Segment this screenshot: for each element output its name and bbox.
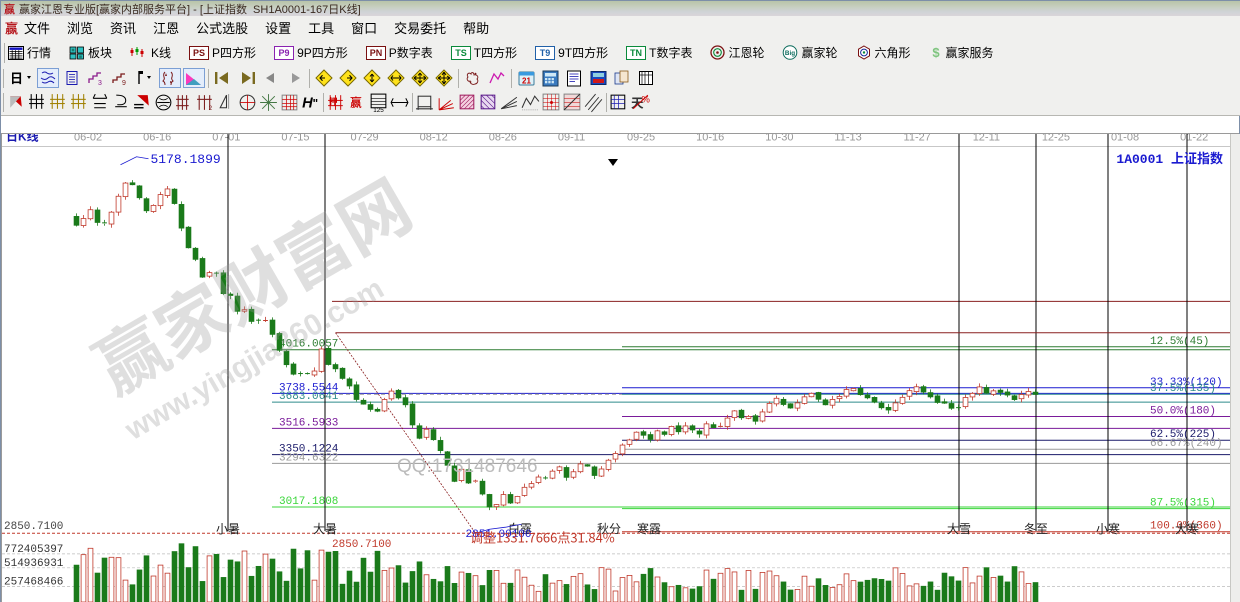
svg-text:11-13: 11-13 (834, 134, 861, 144)
svg-text:3683.0641: 3683.0641 (279, 391, 339, 403)
svg-text:37.5%(135): 37.5%(135) (1150, 383, 1216, 395)
svg-text:21: 21 (522, 76, 531, 85)
svg-text:07-01: 07-01 (212, 134, 240, 144)
svg-text:大寒: 大寒 (1175, 520, 1199, 537)
svg-text:3: 3 (98, 80, 102, 86)
svg-text:大暑: 大暑 (313, 520, 337, 537)
svg-text:大雪: 大雪 (947, 520, 971, 537)
svg-text:2: 2 (209, 105, 213, 112)
svg-text:09-25: 09-25 (627, 134, 655, 144)
svg-text:12-11: 12-11 (973, 134, 1000, 144)
svg-text:66.67%(240): 66.67%(240) (1150, 438, 1223, 450)
svg-text:3017.1808: 3017.1808 (279, 496, 338, 508)
svg-text:2850.7100: 2850.7100 (332, 539, 391, 551)
svg-text:调整1331.7666点31.84%: 调整1331.7666点31.84% (470, 527, 615, 546)
svg-text:P9: P9 (279, 48, 290, 58)
svg-text:2850.7100: 2850.7100 (4, 521, 63, 533)
svg-text:": " (313, 99, 318, 111)
svg-text:押: 押 (329, 97, 337, 107)
svg-text:冬至: 冬至 (1024, 520, 1048, 537)
svg-text:Big: Big (785, 50, 795, 57)
svg-text:PN: PN (369, 48, 382, 58)
svg-text:12-25: 12-25 (1042, 134, 1070, 144)
svg-text:PS: PS (193, 48, 205, 58)
svg-text:514936931: 514936931 (4, 558, 64, 570)
svg-text:50.0%(180): 50.0%(180) (1150, 406, 1216, 418)
svg-text:07-15: 07-15 (281, 134, 309, 144)
svg-text:10-16: 10-16 (696, 134, 724, 144)
svg-text:08-26: 08-26 (489, 134, 517, 144)
svg-text:01-22: 01-22 (1180, 134, 1208, 144)
svg-text:07-29: 07-29 (351, 134, 379, 144)
svg-text:寒露: 寒露 (637, 520, 661, 537)
svg-text:01-08: 01-08 (1111, 134, 1139, 144)
svg-text:12.5%(45): 12.5%(45) (1150, 336, 1209, 348)
svg-text:9: 9 (122, 80, 126, 86)
svg-text:小寒: 小寒 (1096, 520, 1120, 537)
svg-text:10-30: 10-30 (765, 134, 793, 144)
svg-text:小暑: 小暑 (216, 520, 240, 537)
svg-text:5178.1899: 5178.1899 (151, 152, 221, 167)
svg-text:3516.5933: 3516.5933 (279, 417, 338, 429)
svg-text:H: H (302, 96, 313, 112)
svg-text:T9: T9 (540, 48, 551, 58)
svg-text:%: % (642, 95, 651, 106)
svg-text:11-27: 11-27 (904, 134, 931, 144)
svg-text:125: 125 (373, 107, 384, 113)
svg-text:3294.6322: 3294.6322 (279, 452, 338, 464)
svg-text:06-02: 06-02 (74, 134, 102, 144)
svg-text:$: $ (932, 45, 940, 60)
svg-text:TN: TN (630, 48, 642, 58)
svg-text:09-11: 09-11 (558, 134, 585, 144)
svg-text:TS: TS (455, 48, 467, 58)
svg-text:赢: 赢 (350, 96, 362, 110)
svg-text:772405397: 772405397 (4, 544, 63, 556)
svg-text:日: 日 (10, 71, 23, 86)
svg-text:1A0001 上证指数: 1A0001 上证指数 (1116, 151, 1223, 167)
svg-text:87.5%(315): 87.5%(315) (1150, 498, 1216, 510)
svg-text:日K线: 日K线 (6, 134, 39, 144)
svg-text:06-16: 06-16 (143, 134, 171, 144)
svg-text:QQ:1731487646: QQ:1731487646 (397, 456, 538, 477)
svg-text:257468466: 257468466 (4, 577, 63, 589)
svg-text:08-12: 08-12 (420, 134, 448, 144)
